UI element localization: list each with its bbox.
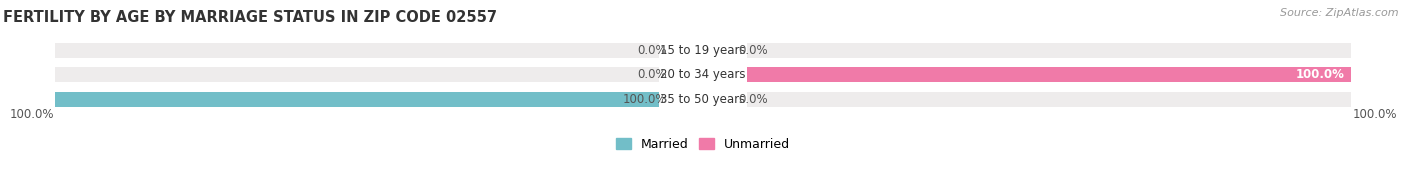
Bar xyxy=(55,92,703,107)
Text: 0.0%: 0.0% xyxy=(738,44,768,57)
Text: Source: ZipAtlas.com: Source: ZipAtlas.com xyxy=(1281,8,1399,18)
Text: 0.0%: 0.0% xyxy=(638,68,668,81)
Bar xyxy=(55,67,703,83)
Bar xyxy=(55,92,703,107)
Text: 100.0%: 100.0% xyxy=(1296,68,1346,81)
Legend: Married, Unmarried: Married, Unmarried xyxy=(612,133,794,156)
Bar xyxy=(703,67,733,83)
Text: 15 to 19 years: 15 to 19 years xyxy=(661,44,745,57)
Bar xyxy=(703,67,1351,83)
Bar xyxy=(673,43,703,58)
Text: 0.0%: 0.0% xyxy=(738,93,768,106)
Bar xyxy=(703,67,1351,83)
Bar xyxy=(703,92,733,107)
Bar xyxy=(703,43,1351,58)
Text: 100.0%: 100.0% xyxy=(1353,108,1396,121)
Bar xyxy=(673,67,703,83)
Text: 0.0%: 0.0% xyxy=(638,44,668,57)
Text: 100.0%: 100.0% xyxy=(623,93,668,106)
Bar xyxy=(703,43,733,58)
Bar xyxy=(703,92,1351,107)
Text: 100.0%: 100.0% xyxy=(10,108,53,121)
Bar xyxy=(673,92,703,107)
Text: FERTILITY BY AGE BY MARRIAGE STATUS IN ZIP CODE 02557: FERTILITY BY AGE BY MARRIAGE STATUS IN Z… xyxy=(3,10,496,25)
Text: 35 to 50 years: 35 to 50 years xyxy=(661,93,745,106)
Bar xyxy=(55,43,703,58)
Text: 20 to 34 years: 20 to 34 years xyxy=(661,68,745,81)
